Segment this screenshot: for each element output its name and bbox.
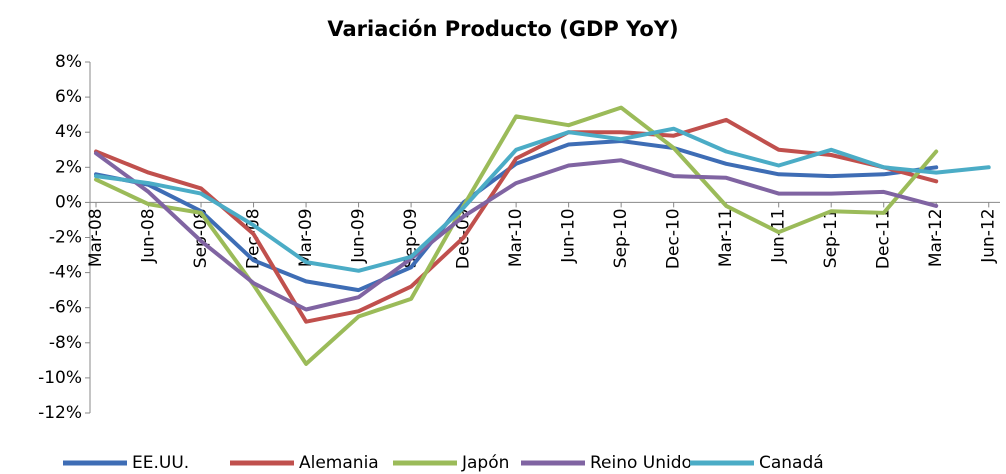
x-tick-label: Dec-10 (664, 208, 684, 269)
series-line (94, 105, 939, 366)
x-tick-label: Jun-08 (139, 208, 159, 263)
legend-label: Reino Unido (590, 453, 692, 473)
y-tick-label: -4% (49, 263, 82, 283)
x-tick-label: Sep-11 (821, 208, 841, 268)
x-tick-label: Jun-11 (769, 208, 789, 263)
legend-label: EE.UU. (132, 453, 189, 473)
legend-label: Alemania (299, 453, 379, 473)
series-line (94, 151, 939, 312)
legend-label: Canadá (759, 453, 824, 473)
x-tick-label: Jun-12 (979, 208, 999, 263)
series-line (94, 139, 939, 293)
series-line (94, 117, 939, 324)
y-tick-label: -6% (49, 298, 82, 318)
y-tick-label: 6% (55, 87, 82, 107)
series-line (94, 126, 991, 273)
y-tick-label: 4% (55, 122, 82, 142)
x-tick-label: Jun-10 (559, 208, 579, 263)
x-tick-label: Mar-10 (506, 208, 526, 267)
x-tick-label: Dec-11 (874, 208, 894, 269)
x-tick-label: Mar-09 (296, 208, 316, 267)
chart-title: Variación Producto (GDP YoY) (327, 17, 678, 41)
y-tick-label: -8% (49, 333, 82, 353)
y-tick-label: -2% (49, 228, 82, 248)
y-tick-label: -10% (38, 368, 82, 388)
legend-label: Japón (461, 453, 509, 473)
x-tick-label: Mar-12 (926, 208, 946, 267)
y-tick-label: 8% (55, 52, 82, 72)
x-tick-label: Jun-09 (349, 208, 369, 263)
y-tick-label: 0% (55, 192, 82, 212)
y-tick-label: 2% (55, 157, 82, 177)
x-tick-label: Mar-08 (86, 208, 106, 267)
y-tick-label: -12% (38, 403, 82, 423)
x-tick-label: Sep-10 (611, 208, 631, 268)
x-tick-label: Mar-11 (716, 208, 736, 267)
